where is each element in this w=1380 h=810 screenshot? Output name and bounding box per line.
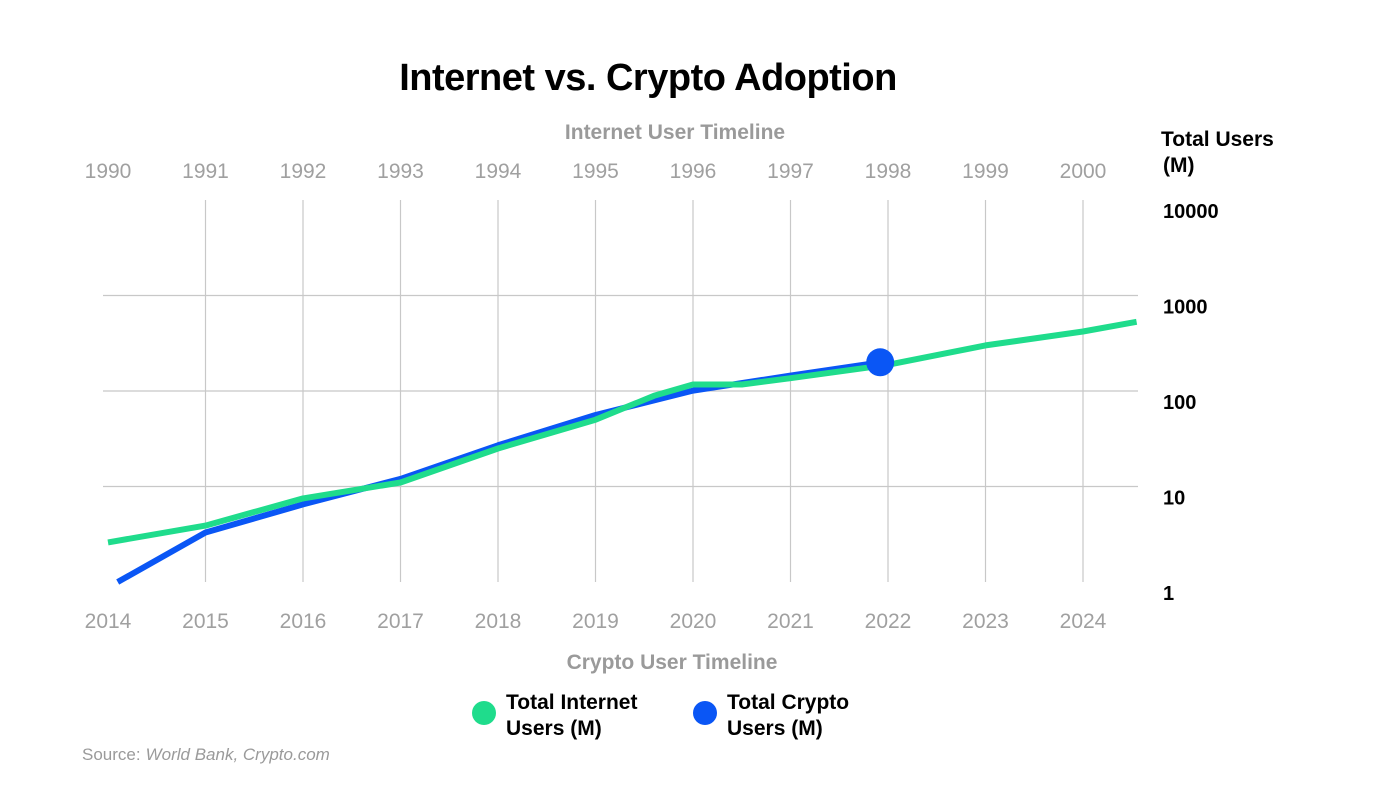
grid <box>103 200 1138 582</box>
bottom-tick-label: 2016 <box>280 610 327 633</box>
legend-swatch-internet <box>472 701 496 725</box>
bottom-tick-label: 2024 <box>1060 610 1107 633</box>
y-tick-label: 1000 <box>1163 297 1208 319</box>
legend-label-internet-line1: Total Internet <box>506 691 637 714</box>
series <box>107 318 1138 585</box>
bottom-tick-label: 2019 <box>572 610 619 633</box>
bottom-tick-label: 2018 <box>475 610 522 633</box>
bottom-tick-label: 2020 <box>670 610 717 633</box>
bottom-tick-label: 2022 <box>865 610 912 633</box>
top-tick-label: 1994 <box>475 160 522 183</box>
y-tick-label: 10 <box>1163 488 1185 510</box>
y-axis-ticks: 10000 1000 100 10 1 <box>1163 201 1219 605</box>
y-axis-title-line2: (M) <box>1163 154 1194 177</box>
top-tick-label: 2000 <box>1060 160 1107 183</box>
legend-label-internet-line2: Users (M) <box>506 717 602 740</box>
y-tick-label: 100 <box>1163 392 1196 414</box>
bottom-tick-label: 2015 <box>182 610 229 633</box>
source-label: Source: <box>82 745 141 764</box>
bottom-tick-label: 2021 <box>767 610 814 633</box>
crypto-endpoint-marker <box>866 348 895 377</box>
bottom-tick-label: 2014 <box>85 610 132 633</box>
y-tick-label: 1 <box>1163 583 1174 605</box>
top-tick-label: 1999 <box>962 160 1009 183</box>
bottom-tick-label: 2017 <box>377 610 424 633</box>
legend-label-crypto-line2: Users (M) <box>727 717 823 740</box>
y-tick-label: 10000 <box>1163 201 1219 223</box>
top-axis-title: Internet User Timeline <box>565 121 785 144</box>
legend-swatch-crypto <box>693 701 717 725</box>
bottom-tick-label: 2023 <box>962 610 1009 633</box>
y-axis-title-line1: Total Users <box>1161 128 1274 151</box>
top-tick-label: 1997 <box>767 160 814 183</box>
bottom-axis-ticks: 2014 2015 2016 2017 2018 2019 2020 2021 2022 2023… <box>85 610 1107 633</box>
bottom-axis-title: Crypto User Timeline <box>567 651 778 674</box>
top-tick-label: 1995 <box>572 160 619 183</box>
top-tick-label: 1990 <box>85 160 132 183</box>
top-tick-label: 1992 <box>280 160 327 183</box>
series-line-crypto <box>116 359 881 585</box>
legend: Total Internet Users (M) Total Crypto Us… <box>472 691 849 740</box>
legend-label-crypto-line1: Total Crypto <box>727 691 849 714</box>
top-tick-label: 1996 <box>670 160 717 183</box>
top-tick-label: 1998 <box>865 160 912 183</box>
top-tick-label: 1991 <box>182 160 229 183</box>
chart-title: Internet vs. Crypto Adoption <box>399 57 897 99</box>
top-tick-label: 1993 <box>377 160 424 183</box>
top-axis-ticks: 1990 1991 1992 1993 1994 1995 1996 1997 1998 1999… <box>85 160 1107 183</box>
source-text: World Bank, Crypto.com <box>146 745 330 764</box>
source: Source: World Bank, Crypto.com <box>82 745 330 764</box>
series-line-internet <box>107 318 1138 546</box>
